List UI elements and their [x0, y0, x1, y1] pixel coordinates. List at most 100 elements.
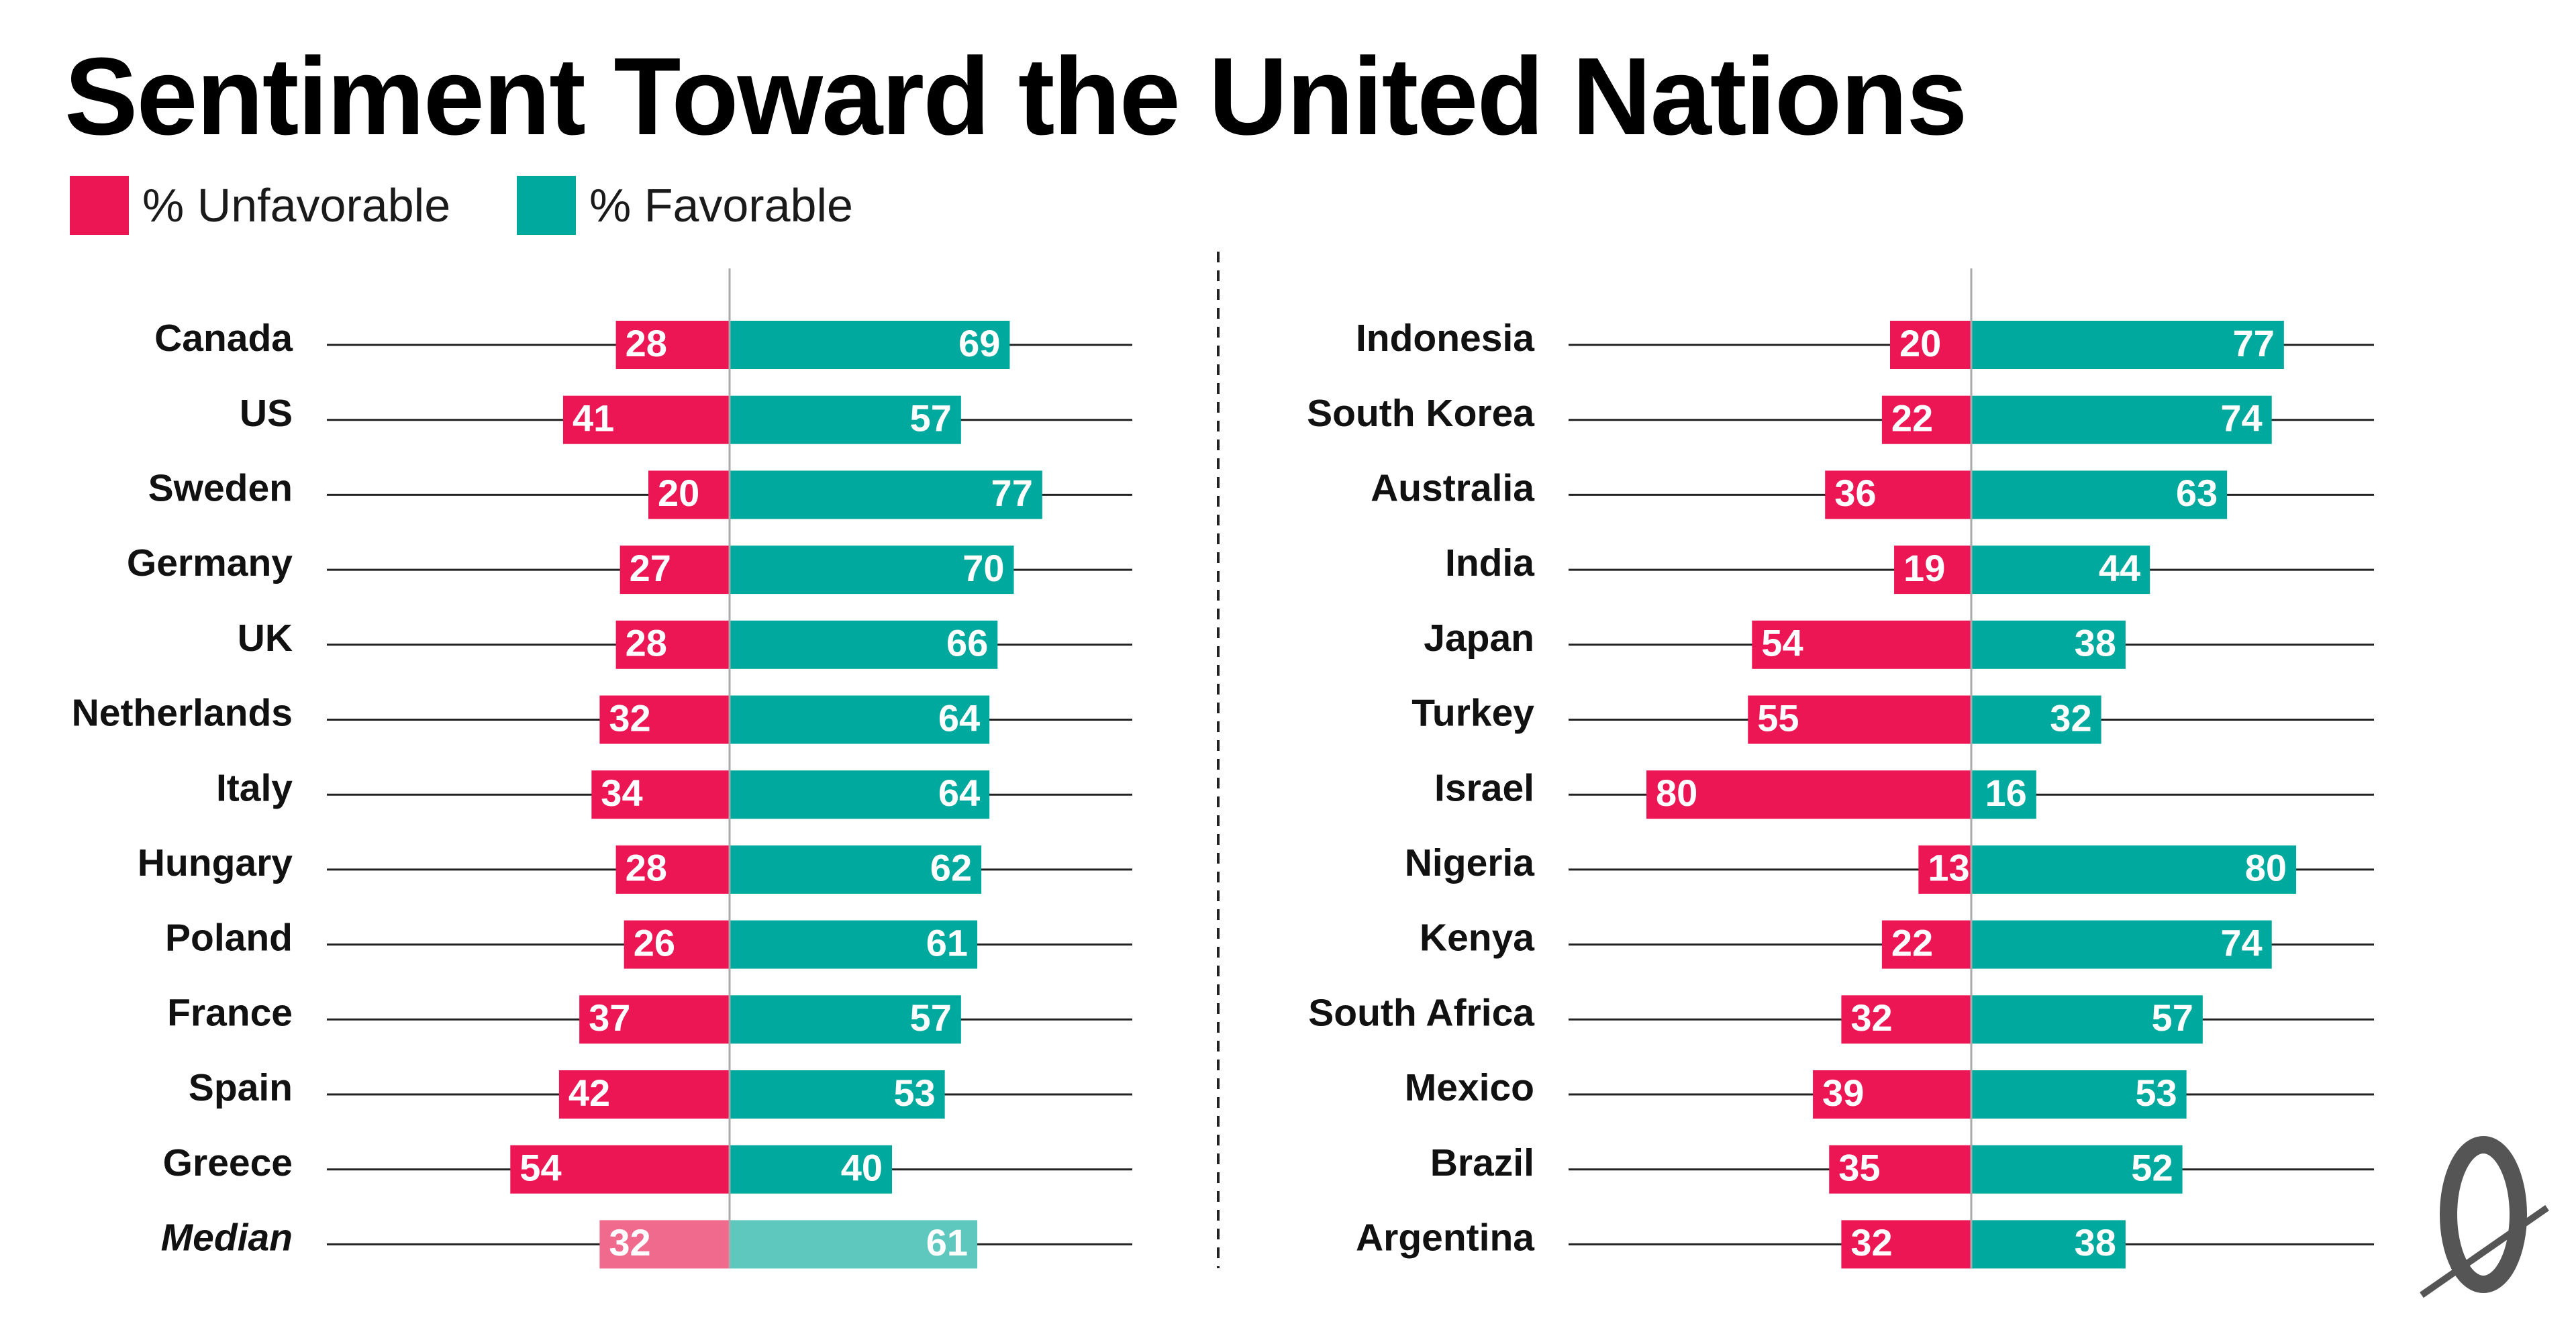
panel-2-value-unfavorable-south-korea: 22: [1891, 397, 1933, 439]
panel-2-bar-favorable-israel: [1971, 770, 2036, 819]
panel-1-category-label-spain: Spain: [189, 1066, 293, 1109]
panel-2-category-label-israel: Israel: [1434, 766, 1534, 809]
panel-1-value-unfavorable-greece: 54: [519, 1146, 561, 1188]
panel-1-value-unfavorable-sweden: 20: [658, 472, 699, 514]
panel-1-category-label-greece: Greece: [163, 1141, 293, 1184]
panel-1-category-label-germany: Germany: [127, 542, 293, 584]
panel-1-value-unfavorable-hungary: 28: [626, 847, 667, 889]
panel-1-bar-favorable-italy: [730, 770, 990, 819]
panel-2-value-favorable-india: 44: [2099, 547, 2140, 589]
panel-1-bar-favorable-greece: [730, 1145, 892, 1194]
panel-2-value-favorable-nigeria: 80: [2245, 847, 2287, 889]
panel-1-bar-favorable-canada: [730, 321, 1010, 369]
panel-2-value-favorable-mexico: 53: [2135, 1072, 2177, 1114]
panel-2-value-favorable-japan: 38: [2075, 622, 2116, 664]
panel-1-bar-unfavorable-sweden: [648, 470, 730, 519]
panel-1-value-unfavorable-uk: 28: [626, 622, 667, 664]
legend-swatch-unfavorable: [70, 176, 129, 235]
panel-2-category-label-south-korea: South Korea: [1307, 392, 1535, 435]
panel-2-value-favorable-turkey: 32: [2050, 697, 2091, 739]
panel-2-bar-favorable-mexico: [1971, 1070, 2187, 1119]
panel-2-category-label-argentina: Argentina: [1356, 1216, 1535, 1259]
panel-2-bar-unfavorable-kenya: [1881, 920, 1971, 969]
panel-2-value-unfavorable-mexico: 39: [1822, 1072, 1864, 1114]
panel-1-category-label-poland: Poland: [165, 917, 293, 960]
panel-2-bar-favorable-brazil: [1971, 1145, 2183, 1194]
panel-2-category-label-indonesia: Indonesia: [1356, 317, 1535, 360]
panel-1-value-favorable-uk: 66: [946, 622, 988, 664]
panel-2-bar-favorable-south-korea: [1971, 395, 2272, 444]
panel-1-value-unfavorable-canada: 28: [626, 322, 667, 364]
panel-2-bar-favorable-south-africa: [1971, 995, 2203, 1044]
panel-2-value-favorable-kenya: 74: [2220, 921, 2262, 964]
panel-1-category-label-uk: UK: [238, 617, 293, 660]
panel-1-value-favorable-sweden: 77: [991, 472, 1033, 514]
panel-1-value-unfavorable-germany: 27: [630, 547, 671, 589]
panel-2-bar-favorable-india: [1971, 546, 2150, 595]
panel-1-bar-favorable-median: [730, 1220, 978, 1269]
panel-1-category-label-netherlands: Netherlands: [72, 692, 293, 735]
slashed-zero-logo-icon: [2420, 1136, 2549, 1298]
panel-1-category-label-median: Median: [161, 1216, 293, 1259]
panel-2-bar-unfavorable-south-korea: [1881, 395, 1971, 444]
panel-2-category-label-brazil: Brazil: [1430, 1141, 1534, 1184]
panel-2-value-unfavorable-kenya: 22: [1891, 921, 1933, 964]
panel-2-value-unfavorable-israel: 80: [1656, 772, 1697, 814]
panel-2-bar-favorable-australia: [1971, 470, 2228, 519]
panel-1-bar-unfavorable-median: [599, 1220, 730, 1269]
panel-2-value-unfavorable-turkey: 55: [1757, 697, 1799, 739]
panel-2-category-label-turkey: Turkey: [1411, 692, 1534, 735]
panel-2-bar-unfavorable-israel: [1646, 770, 1971, 819]
panel-2-bar-unfavorable-nigeria: [1918, 845, 1971, 894]
panel-1-bar-favorable-us: [730, 395, 961, 444]
panel-2-bar-favorable-argentina: [1971, 1220, 2126, 1269]
panel-1-bar-unfavorable-germany: [620, 546, 730, 595]
panel-1-value-unfavorable-france: 37: [589, 996, 630, 1039]
panel-1-value-unfavorable-us: 41: [573, 397, 614, 439]
panel-2-bar-unfavorable-indonesia: [1890, 321, 1971, 369]
panel-2-bar-unfavorable-south-africa: [1841, 995, 1971, 1044]
panel-1-bar-unfavorable-poland: [624, 920, 730, 969]
panel-1-value-unfavorable-spain: 42: [568, 1072, 610, 1114]
panel-2-value-favorable-south-korea: 74: [2220, 397, 2262, 439]
panel-2-value-favorable-israel: 16: [1985, 772, 2027, 814]
panel-1-bar-unfavorable-hungary: [615, 845, 730, 894]
panel-1-value-unfavorable-netherlands: 32: [609, 697, 650, 739]
panel-1-bar-unfavorable-canada: [615, 321, 730, 369]
panel-2-value-favorable-australia: 63: [2176, 472, 2218, 514]
legend-label-favorable: % Favorable: [589, 179, 853, 232]
panel-2-bar-favorable-turkey: [1971, 695, 2101, 744]
panel-1-value-unfavorable-italy: 34: [601, 772, 642, 814]
panel-2-category-label-australia: Australia: [1371, 466, 1535, 509]
panel-1-bar-favorable-sweden: [730, 470, 1042, 519]
legend-label-unfavorable: % Unfavorable: [142, 179, 451, 232]
panel-2-value-unfavorable-india: 19: [1903, 547, 1945, 589]
panel-1-bar-unfavorable-italy: [591, 770, 730, 819]
panel-1-bar-favorable-netherlands: [730, 695, 990, 744]
legend-swatch-favorable: [517, 176, 576, 235]
panel-2-bar-favorable-nigeria: [1971, 845, 2296, 894]
panel-2-category-label-kenya: Kenya: [1420, 917, 1535, 960]
panel-1-value-favorable-germany: 70: [962, 547, 1004, 589]
panel-1-bar-favorable-france: [730, 995, 961, 1044]
panel-2-category-label-japan: Japan: [1424, 617, 1534, 660]
panel-1-value-favorable-france: 57: [910, 996, 952, 1039]
panel-2-bar-favorable-japan: [1971, 620, 2126, 669]
panel-1-category-label-us: US: [240, 392, 293, 435]
panel-1-bar-unfavorable-france: [579, 995, 730, 1044]
panel-1-bar-favorable-germany: [730, 546, 1014, 595]
panel-1-value-favorable-us: 57: [910, 397, 952, 439]
panel-2-category-label-nigeria: Nigeria: [1405, 841, 1536, 884]
panel-1-value-unfavorable-median: 32: [609, 1221, 650, 1264]
panel-1-bar-favorable-spain: [730, 1070, 945, 1119]
panel-1-bar-unfavorable-uk: [615, 620, 730, 669]
panel-2-bar-unfavorable-australia: [1825, 470, 1971, 519]
panel-1-bar-unfavorable-us: [562, 395, 730, 444]
panel-2-value-favorable-argentina: 38: [2075, 1221, 2116, 1264]
panel-1-category-label-hungary: Hungary: [138, 841, 293, 884]
panel-1-value-favorable-poland: 61: [926, 921, 968, 964]
panel-2-value-unfavorable-japan: 54: [1761, 622, 1803, 664]
panel-2-bar-unfavorable-japan: [1752, 620, 1971, 669]
panel-2-value-unfavorable-south-africa: 32: [1850, 996, 1892, 1039]
